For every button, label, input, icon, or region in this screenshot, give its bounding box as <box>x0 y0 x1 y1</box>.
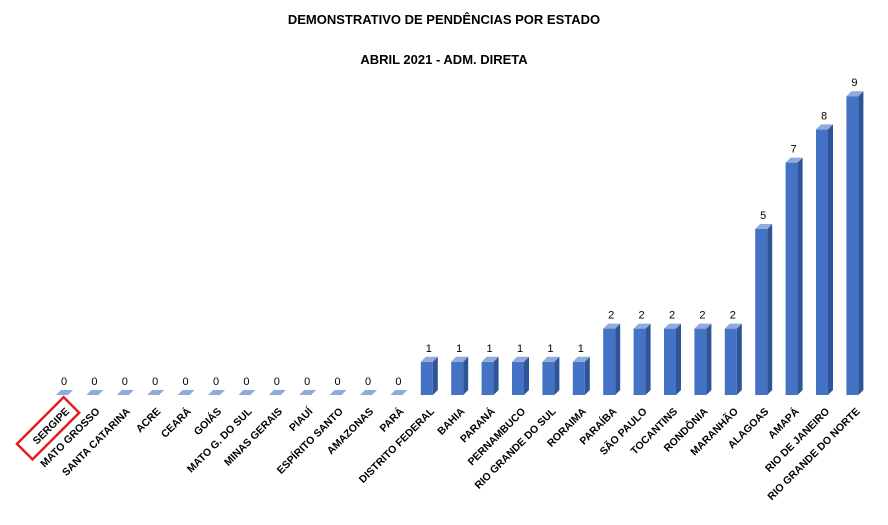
bar-top <box>572 356 590 362</box>
bar <box>603 328 616 395</box>
bar-side <box>828 124 833 396</box>
category-label: CEARÁ <box>158 405 194 441</box>
bar-side <box>706 323 712 395</box>
bar-top <box>329 390 347 395</box>
bar-top <box>633 323 651 329</box>
data-label: 0 <box>395 376 401 388</box>
bar-top <box>816 124 833 130</box>
bar-top <box>603 323 621 329</box>
highlight-box <box>15 395 81 462</box>
bar-top <box>116 390 134 395</box>
bar-top <box>846 91 864 97</box>
bar-side <box>524 356 529 395</box>
chart-title: DEMONSTRATIVO DE PENDÊNCIAS POR ESTADO <box>287 12 601 27</box>
bar-top <box>785 157 803 163</box>
chart-subtitle: ABRIL 2021 - ADM. DIRETA <box>360 52 528 67</box>
data-label: 9 <box>851 77 857 89</box>
bar-side <box>584 356 590 395</box>
category-label: PIAUÍ <box>286 404 316 434</box>
data-label: 2 <box>669 310 675 322</box>
data-label: 2 <box>699 310 705 322</box>
data-label: 0 <box>213 376 219 388</box>
bar-top <box>299 390 317 395</box>
data-label: 0 <box>122 376 128 388</box>
bar-side <box>493 356 499 395</box>
data-label: 2 <box>730 310 736 322</box>
bar-top <box>147 390 165 395</box>
bar <box>664 328 676 395</box>
bar <box>633 328 646 395</box>
data-label: 1 <box>517 343 523 355</box>
bar <box>816 129 828 395</box>
data-label: 0 <box>61 376 67 388</box>
data-label: 1 <box>578 343 584 355</box>
bar-top <box>360 390 377 395</box>
bar-top <box>694 323 712 329</box>
bar-side <box>463 356 469 395</box>
bar-top <box>481 356 499 362</box>
category-label: PARÁ <box>377 405 407 435</box>
bar-top <box>664 323 681 329</box>
bar <box>481 361 494 395</box>
bar <box>755 229 768 395</box>
data-label: 5 <box>760 210 766 222</box>
bar <box>724 328 737 395</box>
bar-top <box>451 356 469 362</box>
bar-top <box>208 390 225 395</box>
data-label: 0 <box>91 376 97 388</box>
bar <box>694 328 707 395</box>
data-label: 8 <box>821 110 827 122</box>
bar-side <box>645 323 651 395</box>
bar-side <box>767 224 773 395</box>
data-label: 0 <box>243 376 249 388</box>
bar-top <box>724 323 742 329</box>
bar <box>512 361 524 395</box>
data-label: 1 <box>456 343 462 355</box>
bar-side <box>432 356 438 395</box>
bar-top <box>512 356 529 362</box>
bar-side <box>736 323 742 395</box>
bar <box>451 361 464 395</box>
bar-side <box>858 91 864 395</box>
bar <box>846 96 859 395</box>
data-label: 0 <box>183 376 189 388</box>
bar-side <box>554 356 560 395</box>
bar-top <box>238 390 256 395</box>
bar-side <box>676 323 681 395</box>
data-label: 1 <box>487 343 493 355</box>
bar-top <box>177 390 195 395</box>
bar-top <box>86 390 104 395</box>
data-label: 0 <box>152 376 158 388</box>
data-label: 2 <box>608 310 614 322</box>
data-label: 0 <box>274 376 280 388</box>
bar-top <box>755 224 773 229</box>
bar-side <box>797 157 803 395</box>
bar-top <box>268 390 286 395</box>
bar-top <box>390 390 408 395</box>
bar <box>542 361 555 395</box>
data-label: 2 <box>639 310 645 322</box>
data-label: 0 <box>365 376 371 388</box>
bar-top <box>420 356 438 362</box>
data-label: 1 <box>547 343 553 355</box>
bar <box>420 361 433 395</box>
bar-top <box>56 390 73 395</box>
data-label: 7 <box>791 144 797 156</box>
bar <box>572 361 585 395</box>
bar-top <box>542 356 560 362</box>
bar-side <box>615 323 621 395</box>
data-label: 1 <box>426 343 432 355</box>
data-label: 0 <box>304 376 310 388</box>
bar <box>785 162 798 395</box>
data-label: 0 <box>335 376 341 388</box>
